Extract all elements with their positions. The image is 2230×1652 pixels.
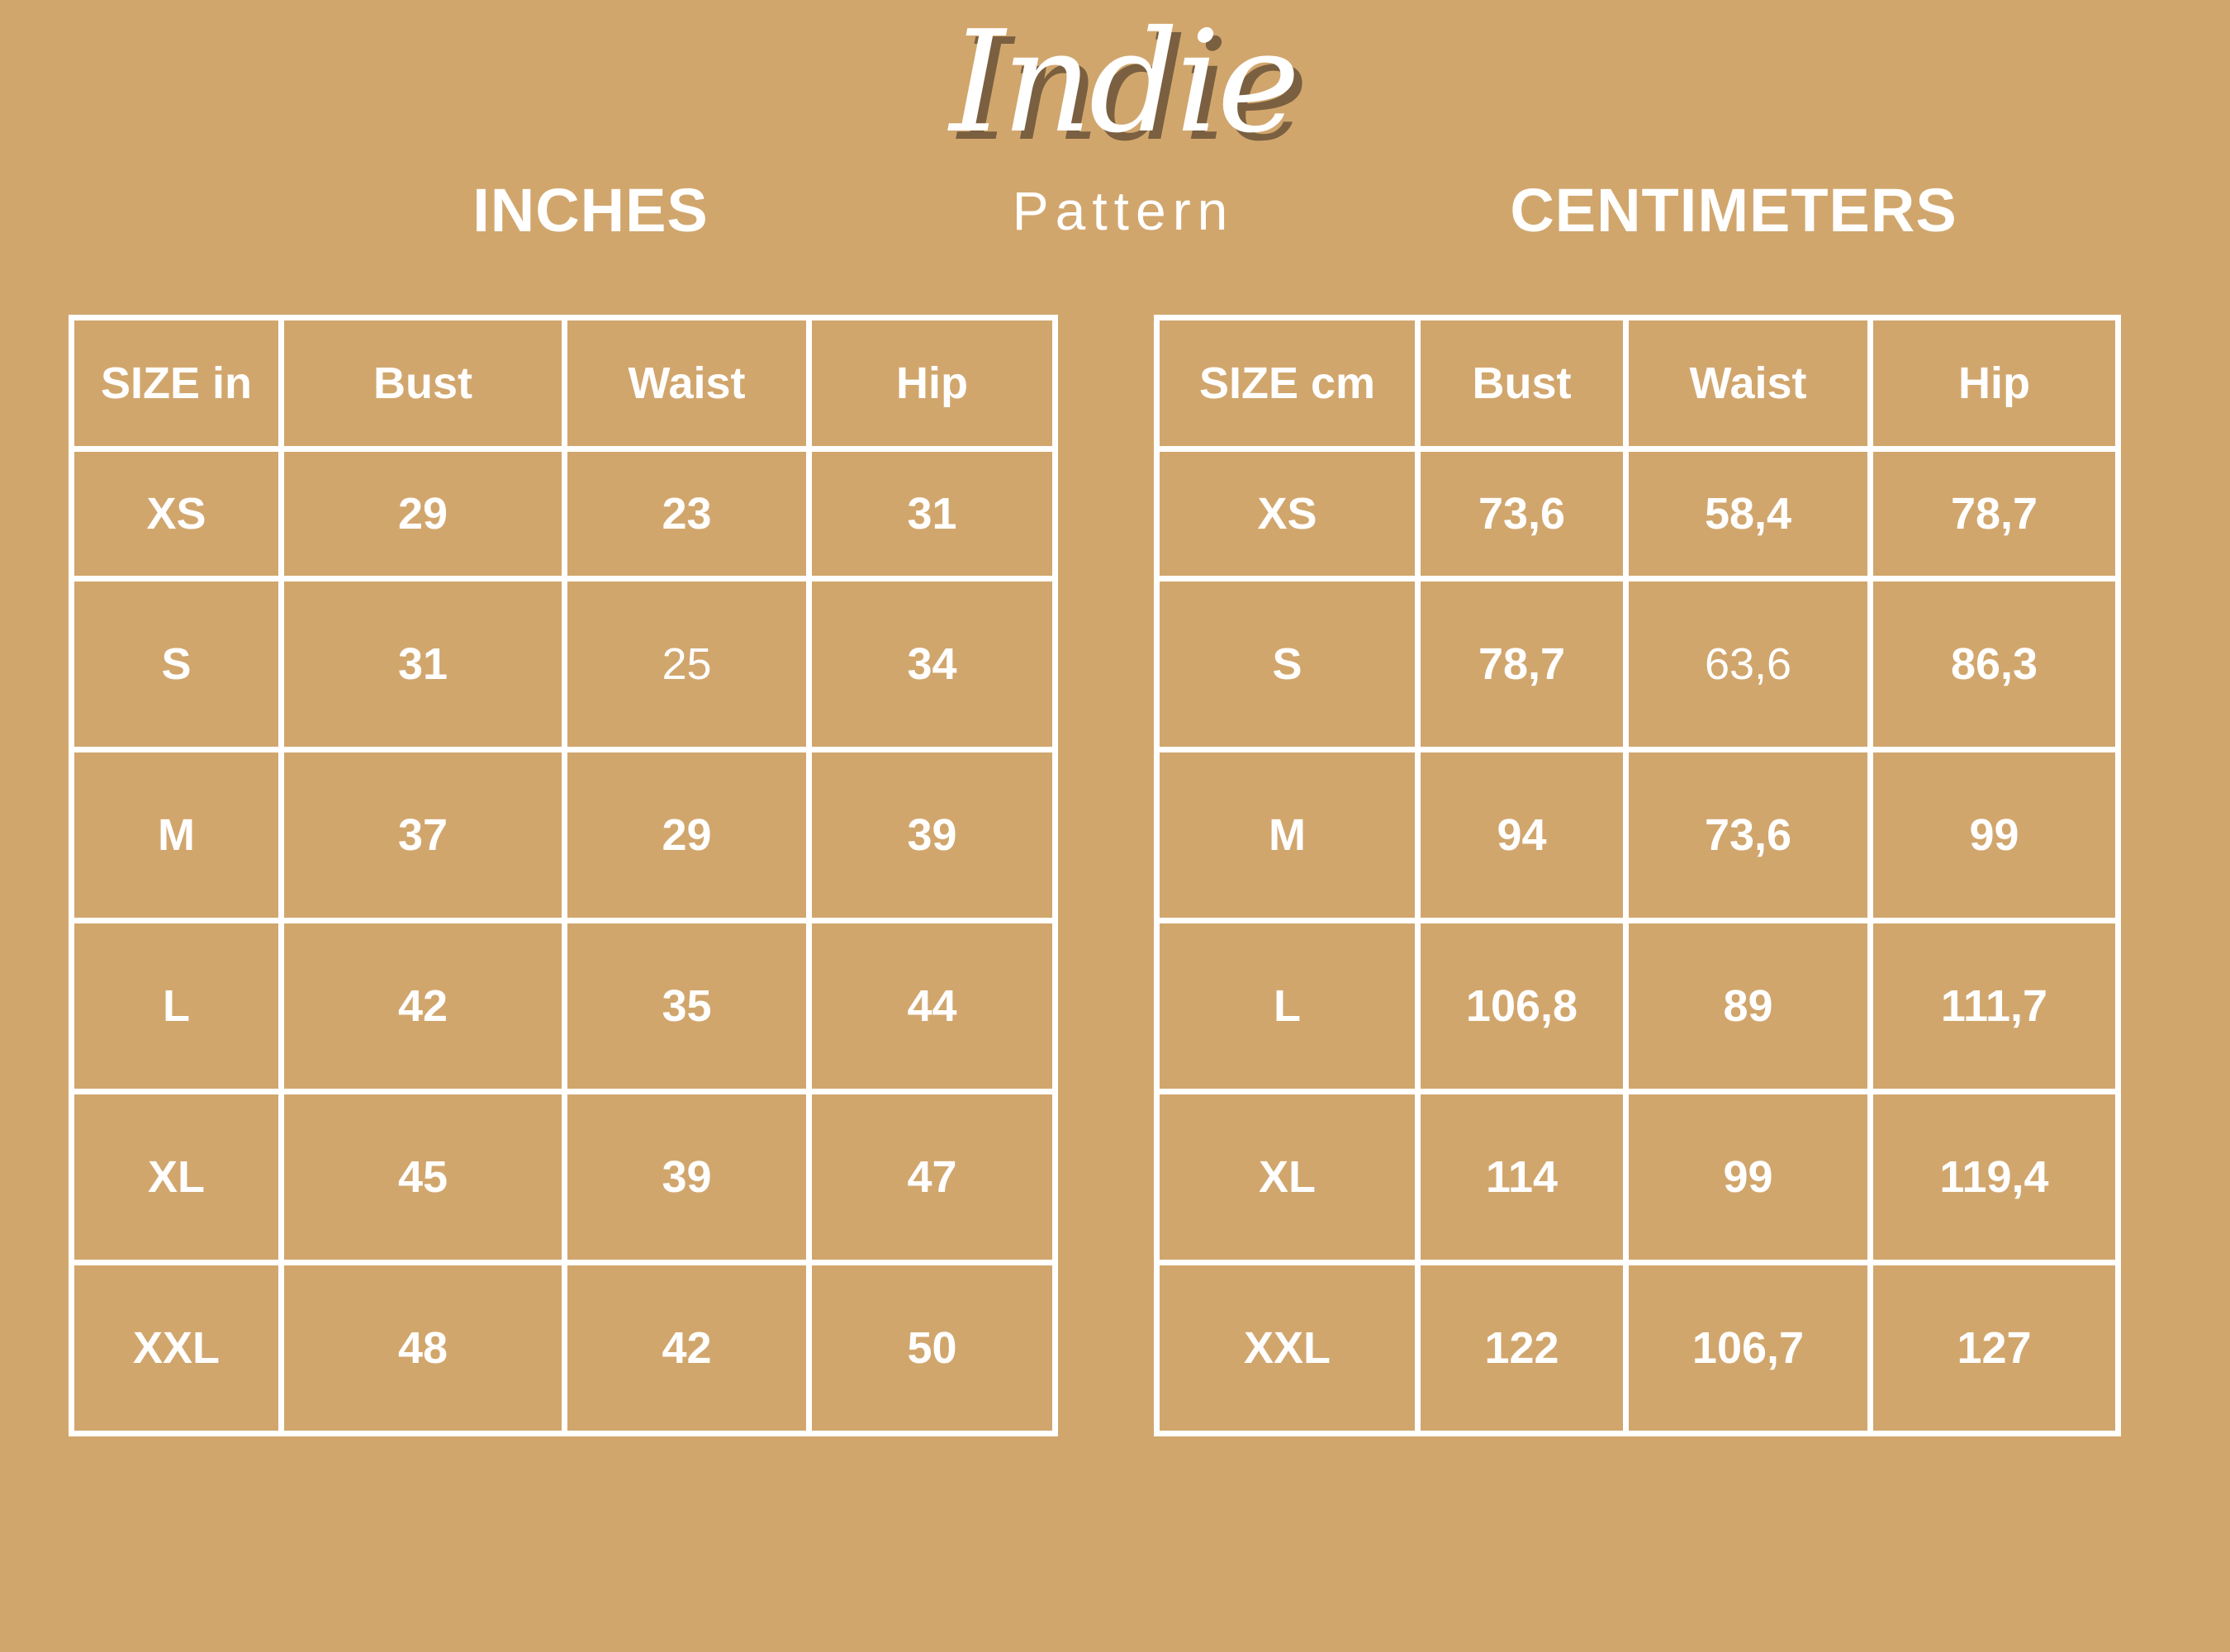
measurement-cell: 63,6	[1623, 576, 1873, 752]
size-label-cell: XXL	[1154, 1260, 1421, 1436]
brand-logo-subtitle: Pattern	[1012, 180, 1235, 241]
measurement-cell: 37	[278, 747, 567, 923]
size-label-cell: XL	[69, 1089, 284, 1265]
measurement-cell: 99	[1867, 747, 2121, 923]
size-label-cell: M	[69, 747, 284, 923]
measurement-cell: 47	[806, 1089, 1058, 1265]
measurement-cell: 94	[1415, 747, 1629, 923]
table-row: XS 29 23 31	[69, 446, 1058, 582]
measurement-cell: 34	[806, 576, 1058, 752]
column-header: Waist	[1623, 315, 1873, 452]
size-label-cell: S	[1154, 576, 1421, 752]
size-label-cell: L	[69, 918, 284, 1094]
measurement-cell: 31	[806, 446, 1058, 582]
measurement-cell: 73,6	[1623, 747, 1873, 923]
table-row: XS 73,6 58,4 78,7	[1154, 446, 2121, 582]
measurement-cell: 31	[278, 576, 567, 752]
size-label-cell: S	[69, 576, 284, 752]
measurement-cell: 29	[562, 747, 812, 923]
measurement-cell: 106,7	[1623, 1260, 1873, 1436]
measurement-cell: 23	[562, 446, 812, 582]
table-row: S 31 25 34	[69, 576, 1058, 752]
measurement-cell: 35	[562, 918, 812, 1094]
inches-size-table: SIZE in Bust Waist Hip XS 29 23 31 S 31 25 34 M 37 29 3…	[69, 315, 1058, 1436]
size-label-cell: XL	[1154, 1089, 1421, 1265]
size-label-cell: XS	[69, 446, 284, 582]
column-header: Hip	[806, 315, 1058, 452]
measurement-cell: 78,7	[1415, 576, 1629, 752]
measurement-cell: 73,6	[1415, 446, 1629, 582]
measurement-cell: 89	[1623, 918, 1873, 1094]
size-label-cell: L	[1154, 918, 1421, 1094]
measurement-cell: 39	[806, 747, 1058, 923]
measurement-cell: 42	[278, 918, 567, 1094]
table-row: L 42 35 44	[69, 918, 1058, 1094]
measurement-cell: 111,7	[1867, 918, 2121, 1094]
table-row: XXL 122 106,7 127	[1154, 1260, 2121, 1436]
measurement-cell: 39	[562, 1089, 812, 1265]
size-label-cell: XXL	[69, 1260, 284, 1436]
centimeters-size-table: SIZE cm Bust Waist Hip XS 73,6 58,4 78,7 S 78,7 63…	[1154, 315, 2121, 1436]
measurement-cell: 99	[1623, 1089, 1873, 1265]
table-row: S 78,7 63,6 86,3	[1154, 576, 2121, 752]
measurement-cell: 78,7	[1867, 446, 2121, 582]
measurement-cell: 58,4	[1623, 446, 1873, 582]
measurement-cell: 44	[806, 918, 1058, 1094]
centimeters-heading: CENTIMETERS	[1510, 176, 1957, 244]
column-header: Waist	[562, 315, 812, 452]
measurement-cell: 42	[562, 1260, 812, 1436]
measurement-cell: 114	[1415, 1089, 1629, 1265]
measurement-cell: 122	[1415, 1260, 1629, 1436]
header-row: SIZE in Bust Waist Hip	[69, 315, 1058, 452]
measurement-cell: 29	[278, 446, 567, 582]
table-row: XXL 48 42 50	[69, 1260, 1058, 1436]
measurement-cell: 48	[278, 1260, 567, 1436]
measurement-cell: 127	[1867, 1260, 2121, 1436]
table-row: XL 114 99 119,4	[1154, 1089, 2121, 1265]
size-label-cell: M	[1154, 747, 1421, 923]
measurement-cell: 50	[806, 1260, 1058, 1436]
inches-heading: INCHES	[472, 176, 709, 244]
table-row: XL 45 39 47	[69, 1089, 1058, 1265]
column-header: Hip	[1867, 315, 2121, 452]
measurement-cell: 119,4	[1867, 1089, 2121, 1265]
column-header: SIZE in	[69, 315, 284, 452]
column-header: Bust	[278, 315, 567, 452]
measurement-cell: 45	[278, 1089, 567, 1265]
table-row: L 106,8 89 111,7	[1154, 918, 2121, 1094]
size-label-cell: XS	[1154, 446, 1421, 582]
measurement-cell: 106,8	[1415, 918, 1629, 1094]
measurement-cell: 25	[562, 576, 812, 752]
column-header: Bust	[1415, 315, 1629, 452]
table-row: M 94 73,6 99	[1154, 747, 2121, 923]
table-row: M 37 29 39	[69, 747, 1058, 923]
brand-logo-script: Indie	[949, 1, 1300, 164]
column-header: SIZE cm	[1154, 315, 1421, 452]
measurement-cell: 86,3	[1867, 576, 2121, 752]
header-row: SIZE cm Bust Waist Hip	[1154, 315, 2121, 452]
